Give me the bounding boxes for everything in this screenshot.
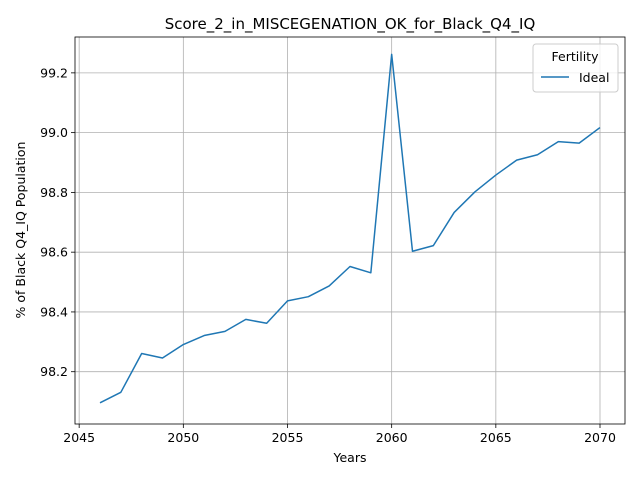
legend: Fertility Ideal — [532, 43, 619, 93]
x-axis: 2045 2050 2055 2060 2065 2070 — [63, 424, 616, 445]
x-tick-label: 2050 — [167, 430, 199, 445]
legend-entry-label: Ideal — [579, 70, 609, 85]
y-tick-label: 98.8 — [40, 185, 68, 200]
y-axis: 98.2 98.4 98.6 98.8 99.0 99.2 — [40, 65, 75, 379]
y-tick-label: 98.6 — [40, 245, 68, 260]
plot-frame — [74, 36, 626, 425]
grid-lines — [75, 37, 625, 424]
x-tick-label: 2070 — [584, 430, 616, 445]
series-layer — [99, 53, 601, 404]
x-tick-label: 2065 — [480, 430, 512, 445]
series-line-ideal — [99, 53, 601, 404]
legend-title: Fertility — [552, 49, 600, 64]
y-axis-label: % of Black Q4_IQ Population — [13, 142, 28, 319]
y-tick-label: 99.0 — [40, 125, 68, 140]
x-tick-label: 2045 — [63, 430, 95, 445]
legend-box — [532, 43, 619, 93]
x-tick-label: 2060 — [376, 430, 408, 445]
y-tick-label: 99.2 — [40, 65, 68, 80]
chart-title: Score_2_in_MISCEGENATION_OK_for_Black_Q4… — [165, 15, 536, 34]
x-axis-label: Years — [333, 450, 367, 465]
y-tick-label: 98.4 — [40, 304, 68, 319]
x-tick-label: 2055 — [272, 430, 304, 445]
y-tick-label: 98.2 — [40, 364, 68, 379]
